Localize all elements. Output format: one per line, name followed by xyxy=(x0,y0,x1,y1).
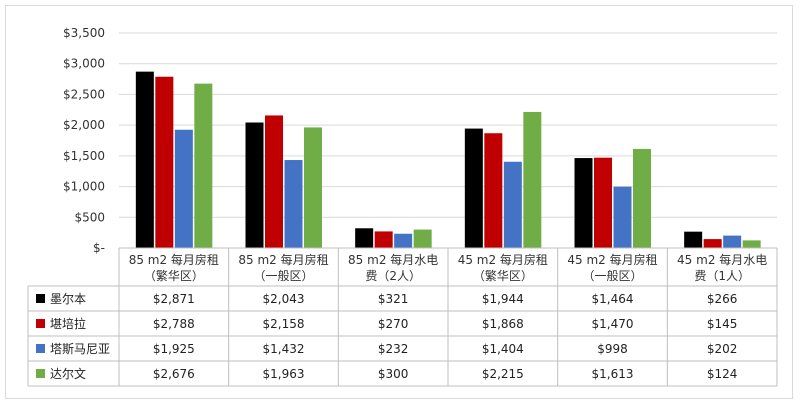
y-tick-label: $2,500 xyxy=(63,87,105,101)
bar xyxy=(374,231,393,248)
category-label: 费（1人） xyxy=(694,269,750,283)
data-label: $1,470 xyxy=(592,317,634,331)
legend-swatch xyxy=(36,319,45,328)
category-label: 45 m2 每月房租 xyxy=(567,252,657,267)
data-label: $1,613 xyxy=(592,367,634,381)
bar xyxy=(613,186,632,248)
y-tick-label: $- xyxy=(93,241,105,255)
data-table: 85 m2 每月房租（繁华区）85 m2 每月房租（一般区）85 m2 每月水电… xyxy=(27,247,778,387)
legend-label: 塔斯马尼亚 xyxy=(50,342,110,356)
data-label: $2,676 xyxy=(153,367,195,381)
bar xyxy=(394,233,413,248)
data-label: $2,871 xyxy=(153,292,195,306)
bar xyxy=(503,161,522,248)
data-label: $1,432 xyxy=(263,342,305,356)
data-label: $266 xyxy=(707,292,738,306)
category-label: （一般区） xyxy=(582,268,642,283)
data-label: $1,963 xyxy=(263,367,305,381)
category-label: 85 m2 每月水电 xyxy=(348,252,438,267)
y-tick-label: $500 xyxy=(74,210,105,224)
y-tick-label: $1,000 xyxy=(63,180,105,194)
bar xyxy=(135,71,154,248)
bar xyxy=(523,111,542,248)
category-label: 85 m2 每月房租 xyxy=(238,252,328,267)
category-label: 45 m2 每月水电 xyxy=(677,252,767,267)
y-tick-label: $2,000 xyxy=(63,118,105,132)
legend-label: 堪培拉 xyxy=(50,316,86,331)
data-label: $1,404 xyxy=(482,342,524,356)
data-label: $124 xyxy=(707,367,738,381)
data-label: $321 xyxy=(378,292,409,306)
data-label: $202 xyxy=(707,342,738,356)
bar xyxy=(723,235,742,248)
bar xyxy=(742,240,761,248)
bars xyxy=(135,71,761,249)
bar xyxy=(484,133,503,248)
bar xyxy=(684,231,703,248)
bar xyxy=(155,76,174,248)
category-label: （繁华区） xyxy=(473,268,533,283)
data-label: $2,043 xyxy=(263,292,305,306)
bar xyxy=(245,122,264,248)
bar xyxy=(194,83,213,248)
bar xyxy=(633,148,651,248)
y-axis-ticks: $- $500 $1,000 $1,500 $2,000 $2,500 $3,000 $3,5… xyxy=(63,26,105,255)
bar xyxy=(355,228,374,248)
category-label: 费（2人） xyxy=(365,269,421,283)
category-label: （一般区） xyxy=(253,268,313,283)
data-label: $1,868 xyxy=(482,317,524,331)
bar xyxy=(574,158,593,248)
data-label: $2,215 xyxy=(482,367,524,381)
y-tick-label: $3,500 xyxy=(63,26,105,40)
legend-swatch xyxy=(36,294,45,303)
legend-swatch xyxy=(36,369,45,378)
bar xyxy=(174,129,193,248)
legend-label: 墨尔本 xyxy=(50,291,86,306)
bar xyxy=(413,229,432,248)
bar xyxy=(464,128,483,248)
data-label: $270 xyxy=(378,317,409,331)
category-label: 85 m2 每月房租 xyxy=(129,252,219,267)
bar xyxy=(284,160,303,248)
bar xyxy=(304,127,322,248)
bar xyxy=(594,157,612,248)
legend-swatch xyxy=(36,344,45,353)
bar xyxy=(703,239,722,248)
data-label: $145 xyxy=(707,317,738,331)
data-label: $1,464 xyxy=(592,292,634,306)
data-label: $1,925 xyxy=(153,342,195,356)
gridlines xyxy=(119,32,777,218)
category-label: （繁华区） xyxy=(144,268,204,283)
data-label: $1,944 xyxy=(482,292,524,306)
data-label: $300 xyxy=(378,367,409,381)
data-label: $232 xyxy=(378,342,409,356)
data-label: $2,158 xyxy=(263,317,305,331)
legend-label: 达尔文 xyxy=(50,366,86,381)
data-label: $2,788 xyxy=(153,317,195,331)
data-label: $998 xyxy=(597,342,628,356)
bar xyxy=(265,115,283,249)
category-label: 45 m2 每月房租 xyxy=(458,252,548,267)
y-tick-label: $1,500 xyxy=(63,149,105,163)
y-tick-label: $3,000 xyxy=(63,57,105,71)
